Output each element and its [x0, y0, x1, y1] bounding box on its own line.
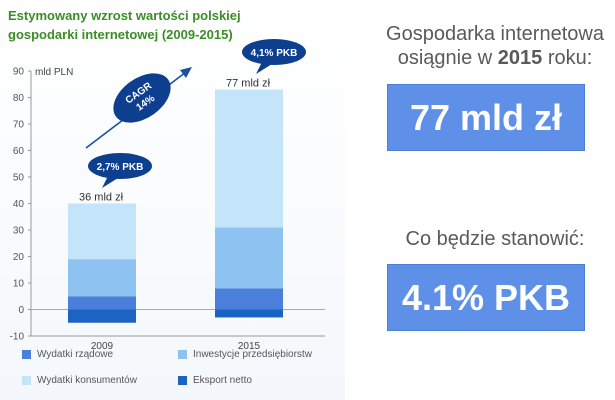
pkb-bubble-tail [102, 176, 118, 188]
share-heading: Co będzie stanowić: [405, 228, 585, 250]
pkb-label: 4,1% PKB [251, 48, 298, 59]
y-tick-label: -10 [10, 332, 25, 343]
chart-panel: Estymowany wzrost wartości polskiej gosp… [0, 0, 345, 400]
legend-item-inwestycje: Inwestycje przedsiębiorstw [178, 349, 312, 360]
legend-label: Inwestycje przedsiębiorstw [193, 349, 312, 360]
legend-swatch [22, 376, 31, 385]
cagr-arrow-head [180, 67, 192, 78]
value-box-77: 77 mld zł [387, 84, 585, 151]
y-tick-label: 50 [13, 173, 25, 184]
bar-segment-eksport-netto-2009 [68, 309, 136, 323]
y-tick-label: 80 [13, 93, 25, 104]
bar-segment-wydatki-konsumentów-2009 [68, 203, 136, 260]
bar-segment-eksport-netto-2015 [215, 309, 283, 318]
economy-heading-line1: Gospodarka internetowa [386, 23, 604, 45]
y-tick-label: 10 [13, 279, 25, 290]
chart-legend: Wydatki rządowe Inwestycje przedsiębiors… [22, 349, 342, 393]
heading-year: 2015 [497, 47, 543, 69]
economy-heading: Gospodarka internetowa osiągnie w 2015 r… [375, 22, 615, 70]
bar-total-label: 77 mld zł [226, 78, 271, 90]
economy-heading-line2: osiągnie w 2015 roku: [375, 46, 615, 70]
chart-title-line2: gospodarki internetowej (2009-2015) [8, 27, 233, 42]
y-tick-label: 30 [13, 226, 25, 237]
y-tick-label: 0 [18, 305, 24, 316]
y-tick-label: 60 [13, 146, 25, 157]
heading-text: osiągnie w [397, 47, 498, 69]
bar-segment-inwestycje-przedsiębiorstw-2015 [215, 227, 283, 289]
bar-total-label: 36 mld zł [79, 192, 124, 204]
y-tick-label: 70 [13, 120, 25, 131]
bar-segment-wydatki-konsumentów-2015 [215, 89, 283, 228]
bar-segment-inwestycje-przedsiębiorstw-2009 [68, 259, 136, 297]
bar-segment-wydatki-rządowe-2009 [68, 296, 136, 310]
x-tick-label: 2015 [238, 341, 261, 350]
legend-swatch [22, 350, 31, 359]
pkb-bubble-tail [256, 62, 272, 74]
y-axis-unit-label: mld PLN [35, 67, 73, 78]
bar-chart: -10 0 10 20 30 40 50 60 70 80 90 mld PLN 2009 36 mld … [10, 39, 325, 350]
chart-title-line1: Estymowany wzrost wartości polskiej [8, 8, 241, 23]
y-tick-label: 40 [13, 199, 25, 210]
bar-segment-wydatki-rządowe-2015 [215, 288, 283, 310]
legend-swatch [178, 350, 187, 359]
x-tick-label: 2009 [91, 341, 114, 350]
legend-label: Wydatki rządowe [37, 349, 114, 360]
y-tick-label: 90 [13, 67, 25, 78]
pkb-label: 2,7% PKB [97, 162, 144, 173]
legend-label: Wydatki konsumentów [37, 375, 137, 386]
pkb-bubble [242, 39, 306, 65]
value-box-pkb: 4.1% PKB [387, 264, 585, 331]
y-tick-label: 20 [13, 252, 25, 263]
legend-label: Eksport netto [193, 375, 252, 386]
legend-swatch [178, 376, 187, 385]
cagr-bubble [113, 73, 171, 123]
heading-text: roku: [542, 47, 593, 69]
legend-item-wydatki-konsumentow: Wydatki konsumentów [22, 375, 137, 386]
chart-title: Estymowany wzrost wartości polskiej gosp… [8, 6, 328, 44]
legend-item-wydatki-rzadowe: Wydatki rządowe [22, 349, 113, 360]
pkb-bubble [88, 153, 152, 179]
legend-item-eksport-netto: Eksport netto [178, 375, 252, 386]
